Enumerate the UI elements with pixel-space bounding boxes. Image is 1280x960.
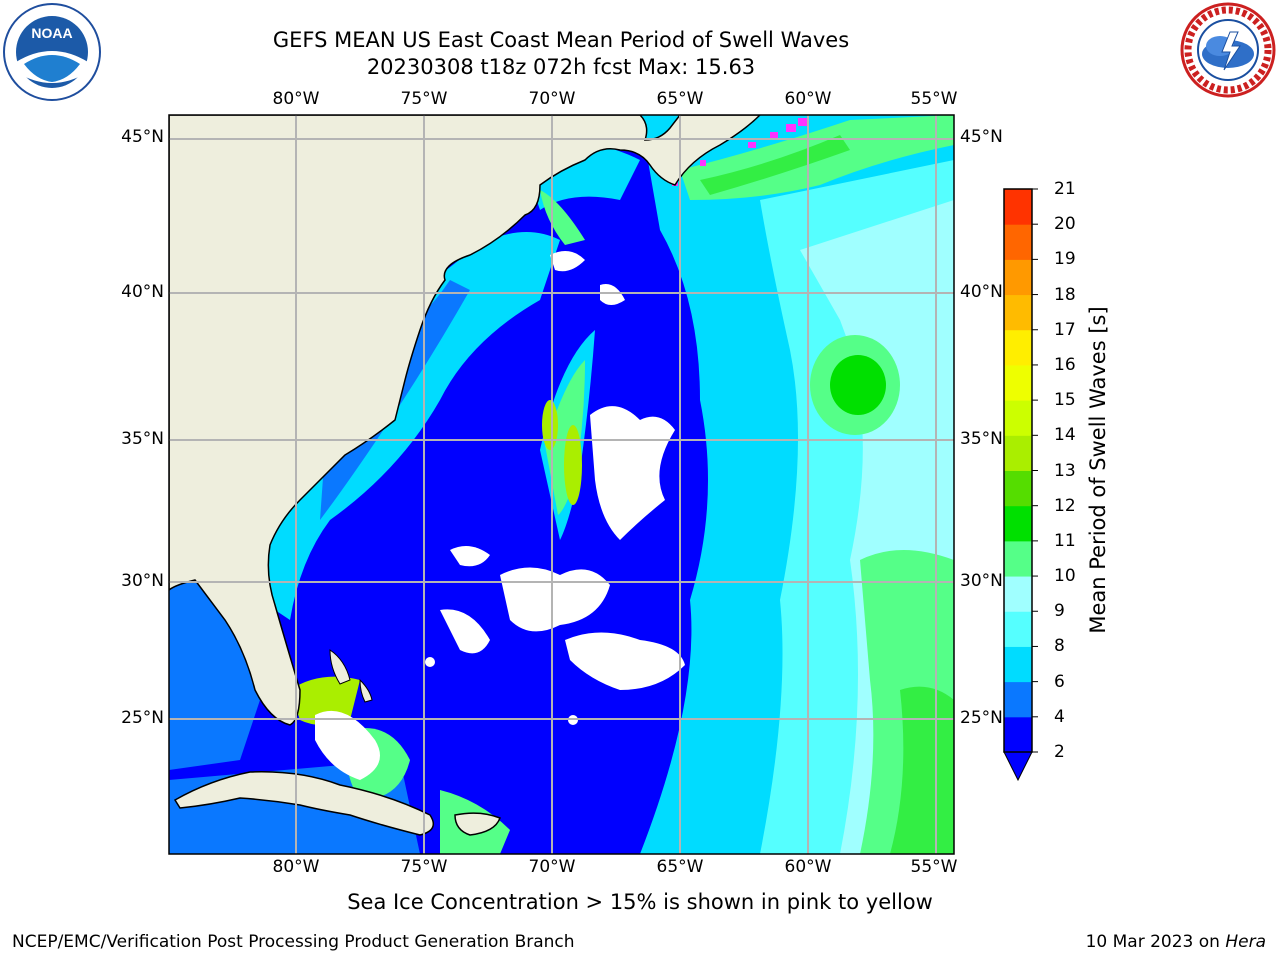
colorbar-label: 6	[1054, 671, 1065, 692]
colorbar-segment	[1004, 505, 1032, 542]
colorbar-label: 8	[1054, 636, 1065, 657]
lon-tick-bottom-65w: 65°W	[656, 857, 704, 877]
colorbar-segment	[1004, 329, 1032, 366]
lat-tick-right-25n: 25°N	[960, 708, 1003, 728]
colorbar-label: 11	[1054, 530, 1076, 551]
lat-tick-left-30n: 30°N	[121, 571, 164, 591]
bahamas-island-mid	[359, 678, 373, 703]
colorbar-label: 12	[1054, 495, 1076, 516]
lon-tick-top-60w: 60°W	[784, 89, 832, 109]
colorbar-label: 20	[1054, 214, 1076, 235]
colorbar-label: 13	[1054, 460, 1076, 481]
colorbar-label: 10	[1054, 566, 1076, 587]
national-weather-service-logo	[1180, 2, 1276, 98]
colorbar-label: 21	[1054, 179, 1076, 199]
swell-zone-green-southeast-core	[890, 686, 954, 854]
lat-tick-right-40n: 40°N	[960, 282, 1003, 302]
map-frame	[168, 114, 955, 855]
colorbar-segment	[1004, 294, 1032, 331]
map-plot-area	[169, 115, 954, 854]
colorbar-segment	[1004, 681, 1032, 718]
colorbar-label: 9	[1054, 601, 1065, 622]
sea-ice-note-text: Sea Ice Concentration > 15% is shown in …	[347, 890, 933, 914]
colorbar-segment	[1004, 259, 1032, 296]
colorbar-label: 17	[1054, 319, 1076, 340]
footer-date-text: 10 Mar 2023 on	[1085, 932, 1226, 952]
lon-tick-bottom-75w: 75°W	[400, 857, 448, 877]
colorbar-segment	[1004, 400, 1032, 436]
colorbar-label: 18	[1054, 284, 1076, 305]
map-gridlines	[169, 115, 954, 854]
lat-tick-left-35n: 35°N	[121, 429, 164, 449]
colorbar-title: Mean Period of Swell Waves [s]	[1086, 306, 1110, 634]
noaa-logo-text: NOAA	[31, 25, 72, 41]
colorbar-label: 15	[1054, 390, 1076, 411]
lat-tick-left-25n: 25°N	[121, 708, 164, 728]
swell-zone-plume-core	[564, 425, 582, 505]
hispaniola-land	[454, 812, 501, 836]
colorbar-segment	[1004, 470, 1032, 507]
lat-tick-left-45n: 45°N	[121, 127, 164, 147]
bahamas-island-north	[329, 649, 351, 685]
lon-tick-top-65w: 65°W	[656, 89, 704, 109]
chart-subtitle: 20230308 t18z 072h fcst Max: 15.63	[366, 55, 756, 79]
colorbar-segment	[1004, 435, 1032, 471]
swell-zone-green-mid-core	[830, 355, 886, 415]
lat-tick-right-45n: 45°N	[960, 127, 1003, 147]
lon-tick-bottom-55w: 55°W	[910, 857, 958, 877]
colorbar-segment	[1004, 364, 1032, 401]
swell-zone-plume-core-2	[542, 400, 558, 450]
colorbar	[1004, 188, 1038, 753]
lon-tick-top-80w: 80°W	[272, 89, 320, 109]
lon-tick-top-70w: 70°W	[528, 89, 576, 109]
colorbar-label: 4	[1054, 706, 1065, 727]
lat-tick-left-40n: 40°N	[121, 282, 164, 302]
lon-tick-top-75w: 75°W	[400, 89, 448, 109]
colorbar-label: 16	[1054, 354, 1076, 375]
colorbar-extend-min	[1003, 751, 1033, 782]
colorbar-label: 14	[1054, 425, 1076, 446]
us-east-coast-land	[169, 115, 762, 726]
footer-credit: NCEP/EMC/Verification Post Processing Pr…	[12, 932, 575, 952]
noaa-logo: NOAA	[3, 3, 101, 101]
lon-tick-bottom-70w: 70°W	[528, 857, 576, 877]
colorbar-segment	[1004, 224, 1032, 260]
colorbar-segment	[1004, 189, 1032, 225]
colorbar-segment	[1004, 646, 1032, 683]
footer-date: 10 Mar 2023 on Hera	[1086, 932, 1266, 952]
lat-tick-right-30n: 30°N	[960, 571, 1003, 591]
lat-tick-right-35n: 35°N	[960, 429, 1003, 449]
lon-tick-bottom-80w: 80°W	[272, 857, 320, 877]
colorbar-segment	[1004, 611, 1032, 647]
lon-tick-top-55w: 55°W	[910, 89, 958, 109]
footer-host: Hera	[1225, 932, 1266, 952]
colorbar-label: 2	[1054, 742, 1065, 762]
lon-tick-bottom-60w: 60°W	[784, 857, 832, 877]
colorbar-segment	[1004, 576, 1032, 612]
colorbar-label: 19	[1054, 249, 1076, 270]
colorbar-segment	[1004, 716, 1032, 753]
cuba-land	[173, 771, 435, 836]
chart-title: GEFS MEAN US East Coast Mean Period of S…	[272, 28, 850, 52]
swell-zone-nova-scotia-core	[700, 135, 850, 195]
colorbar-frame	[1003, 188, 1033, 753]
colorbar-segment	[1004, 540, 1032, 577]
sea-ice-note: Sea Ice Concentration > 15% is shown in …	[0, 890, 1280, 914]
